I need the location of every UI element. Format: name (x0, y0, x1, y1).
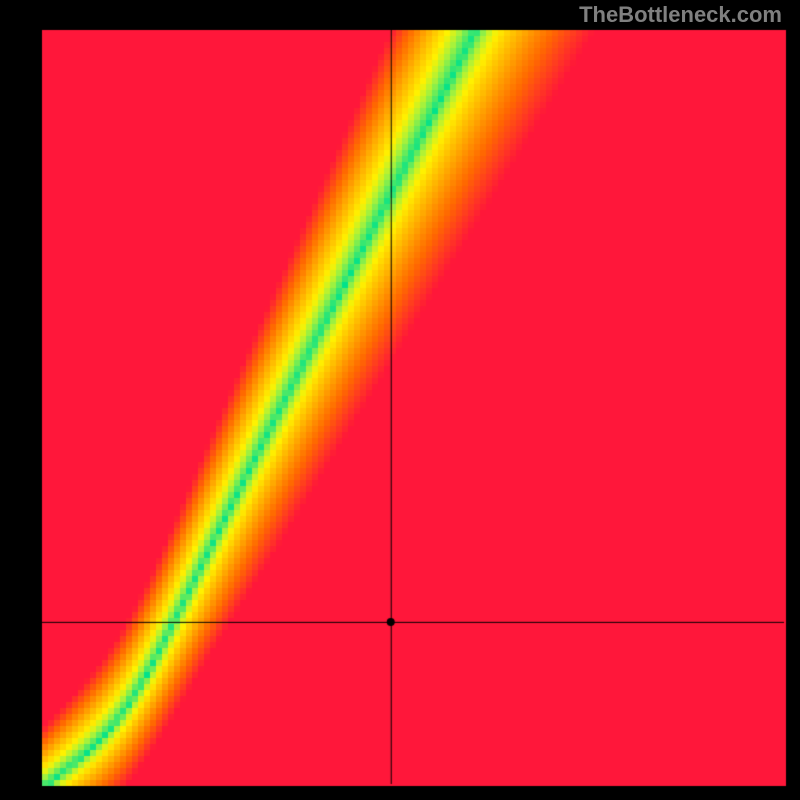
watermark-text: TheBottleneck.com (579, 2, 782, 28)
bottleneck-heatmap (0, 0, 800, 800)
